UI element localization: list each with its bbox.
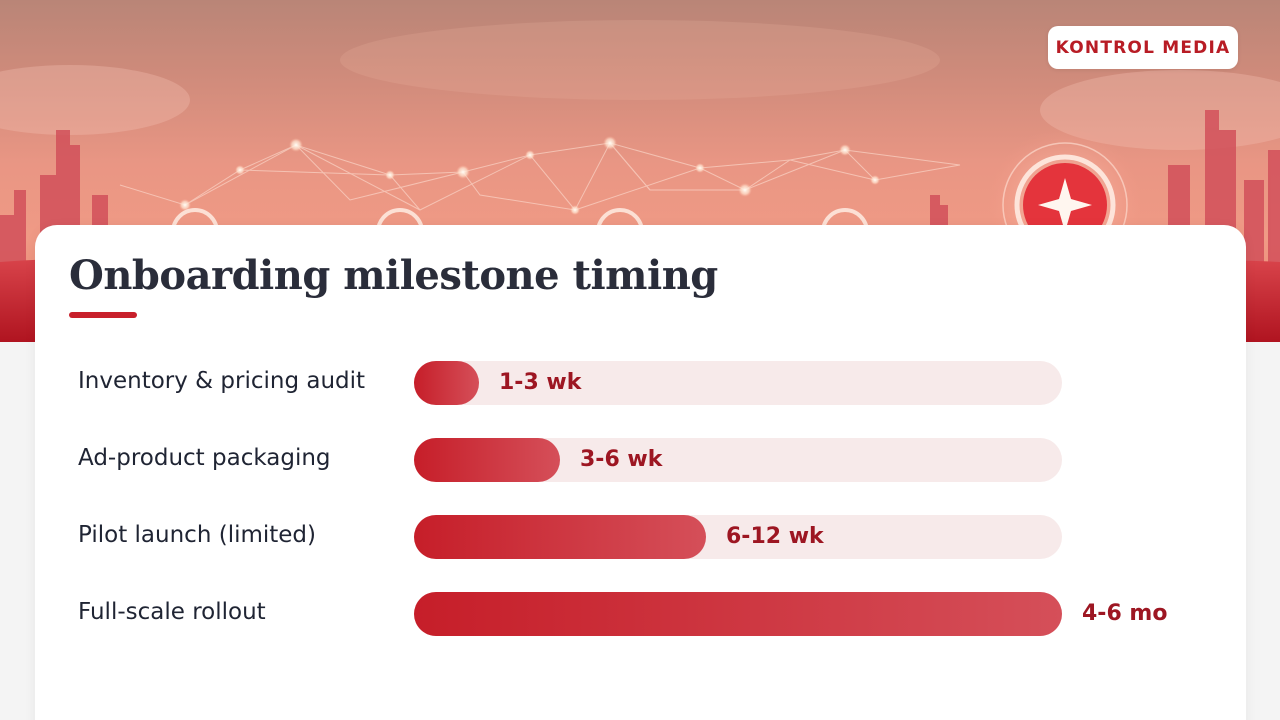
bar-ad-product-packaging xyxy=(414,438,560,482)
bar-label-ad-product-packaging: Ad-product packaging xyxy=(78,445,331,471)
bar-value-label: 1-3 wk xyxy=(499,370,582,395)
bar-value-label: 4-6 mo xyxy=(1082,601,1168,626)
bar-label-pilot-launch: Pilot launch (limited) xyxy=(78,522,317,548)
bar-track xyxy=(414,438,1062,482)
page-title: Onboarding milestone timing xyxy=(69,252,718,299)
bar-value-label: 6-12 wk xyxy=(726,524,824,549)
bar-inventory-pricing-audit xyxy=(414,361,479,405)
bar-track xyxy=(414,515,1062,559)
bar-pilot-launch xyxy=(414,515,706,559)
bar-value-label: 3-6 wk xyxy=(580,447,663,472)
bar-full-scale-rollout xyxy=(414,592,1062,636)
brand-logo: KONTROL MEDIA xyxy=(1048,26,1238,69)
bar-label-inventory-pricing-audit: Inventory & pricing audit xyxy=(78,368,366,394)
title-underline xyxy=(69,312,137,318)
bar-track xyxy=(414,361,1062,405)
bar-label-full-scale-rollout: Full-scale rollout xyxy=(78,599,266,625)
brand-name: KONTROL MEDIA xyxy=(1055,37,1231,58)
bar-track xyxy=(414,592,1062,636)
